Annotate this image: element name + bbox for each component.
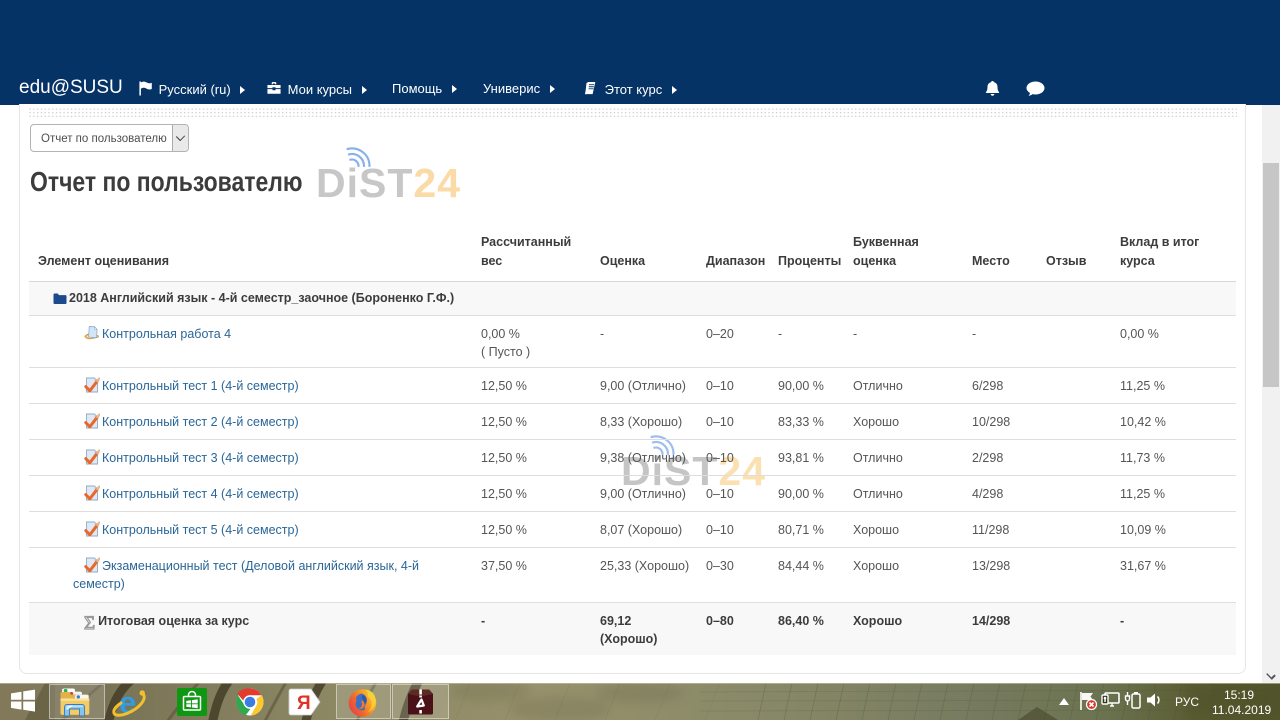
svg-text:Я: Я [297,693,311,714]
